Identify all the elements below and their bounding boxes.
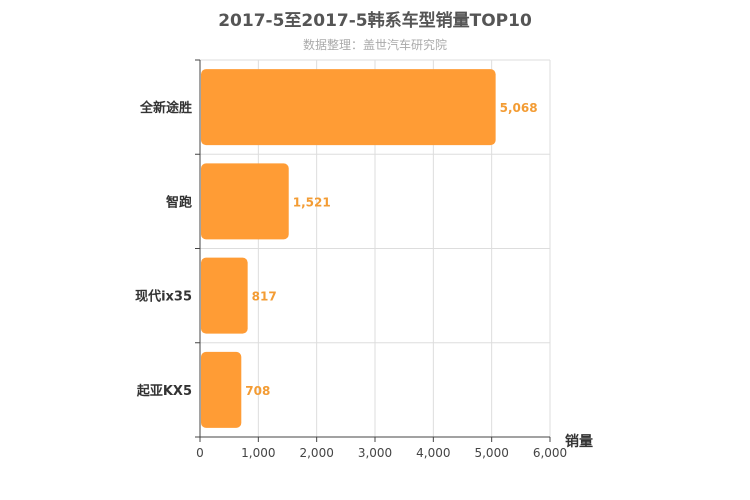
x-tick-label: 2,000 [299, 446, 333, 460]
category-label: 全新途胜 [139, 100, 192, 116]
axes [195, 59, 551, 442]
category-label: 智跑 [166, 194, 192, 210]
value-label: 1,521 [293, 195, 331, 209]
x-tick-label: 5,000 [474, 446, 508, 460]
bar [201, 69, 496, 146]
x-tick-label: 6,000 [533, 446, 567, 460]
chart-title: 2017-5至2017-5韩系车型销量TOP10 [218, 11, 532, 31]
chart-subtitle: 数据整理：盖世汽车研究院 [302, 38, 447, 52]
category-label: 起亚KX5 [136, 383, 192, 399]
x-tick-label: 1,000 [241, 446, 275, 460]
x-axis-title: 销量 [565, 433, 593, 450]
value-label: 5,068 [500, 101, 538, 115]
value-label: 708 [245, 384, 270, 398]
bars [201, 69, 496, 428]
bar [201, 351, 242, 428]
bar [201, 163, 289, 240]
x-tick-label: 0 [196, 446, 204, 460]
x-tick-label: 3,000 [358, 446, 392, 460]
labels: 0 1,000 2,000 3,000 4,000 5,000 6,000 全新途胜 5,068… [135, 100, 567, 460]
x-tick-label: 4,000 [416, 446, 450, 460]
category-label: 现代ix35 [135, 289, 192, 305]
value-label: 817 [252, 290, 277, 304]
bar [201, 257, 248, 334]
